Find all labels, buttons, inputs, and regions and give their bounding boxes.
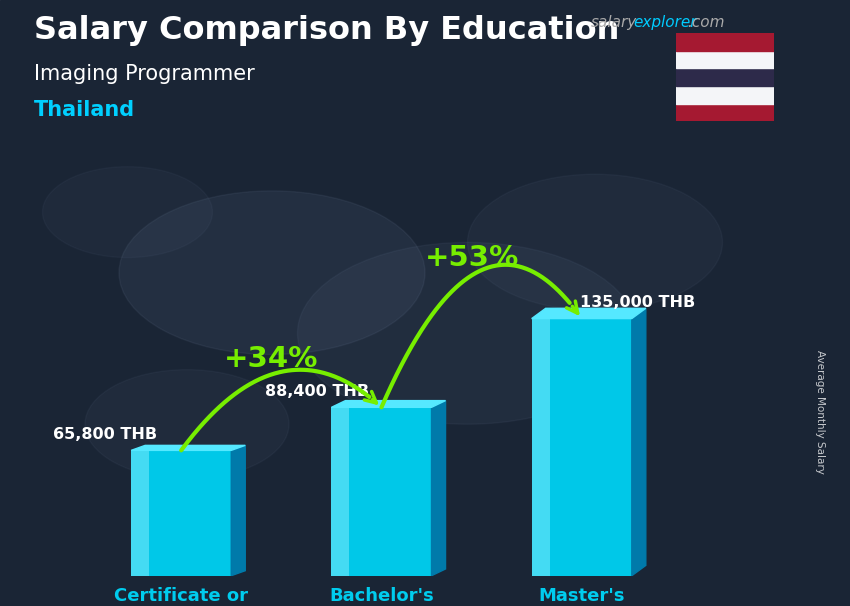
Polygon shape xyxy=(432,401,445,576)
Bar xyxy=(131,450,149,576)
Ellipse shape xyxy=(119,191,425,355)
Bar xyxy=(676,51,774,68)
Bar xyxy=(131,450,231,576)
Text: 135,000 THB: 135,000 THB xyxy=(581,295,695,310)
Text: explorer: explorer xyxy=(633,15,697,30)
Bar xyxy=(332,407,349,576)
Ellipse shape xyxy=(42,167,212,258)
Text: 65,800 THB: 65,800 THB xyxy=(53,427,157,442)
Bar xyxy=(676,104,774,121)
Bar xyxy=(531,319,632,576)
Bar xyxy=(531,319,550,576)
Bar xyxy=(676,68,774,86)
Polygon shape xyxy=(332,401,445,407)
Polygon shape xyxy=(231,445,246,576)
Text: Salary Comparison By Education: Salary Comparison By Education xyxy=(34,15,620,46)
Text: Average Monthly Salary: Average Monthly Salary xyxy=(815,350,825,474)
Text: Imaging Programmer: Imaging Programmer xyxy=(34,64,255,84)
Text: 88,400 THB: 88,400 THB xyxy=(265,384,370,399)
Text: +53%: +53% xyxy=(424,244,518,273)
Ellipse shape xyxy=(468,175,722,311)
Text: salary: salary xyxy=(591,15,637,30)
Polygon shape xyxy=(632,308,646,576)
Bar xyxy=(676,86,774,104)
Ellipse shape xyxy=(298,242,638,424)
Text: .com: .com xyxy=(687,15,724,30)
Polygon shape xyxy=(531,308,646,319)
Bar xyxy=(676,33,774,51)
Bar xyxy=(332,407,432,576)
Text: +34%: +34% xyxy=(224,344,319,373)
Ellipse shape xyxy=(85,370,289,479)
Text: Thailand: Thailand xyxy=(34,100,135,120)
Polygon shape xyxy=(131,445,246,450)
